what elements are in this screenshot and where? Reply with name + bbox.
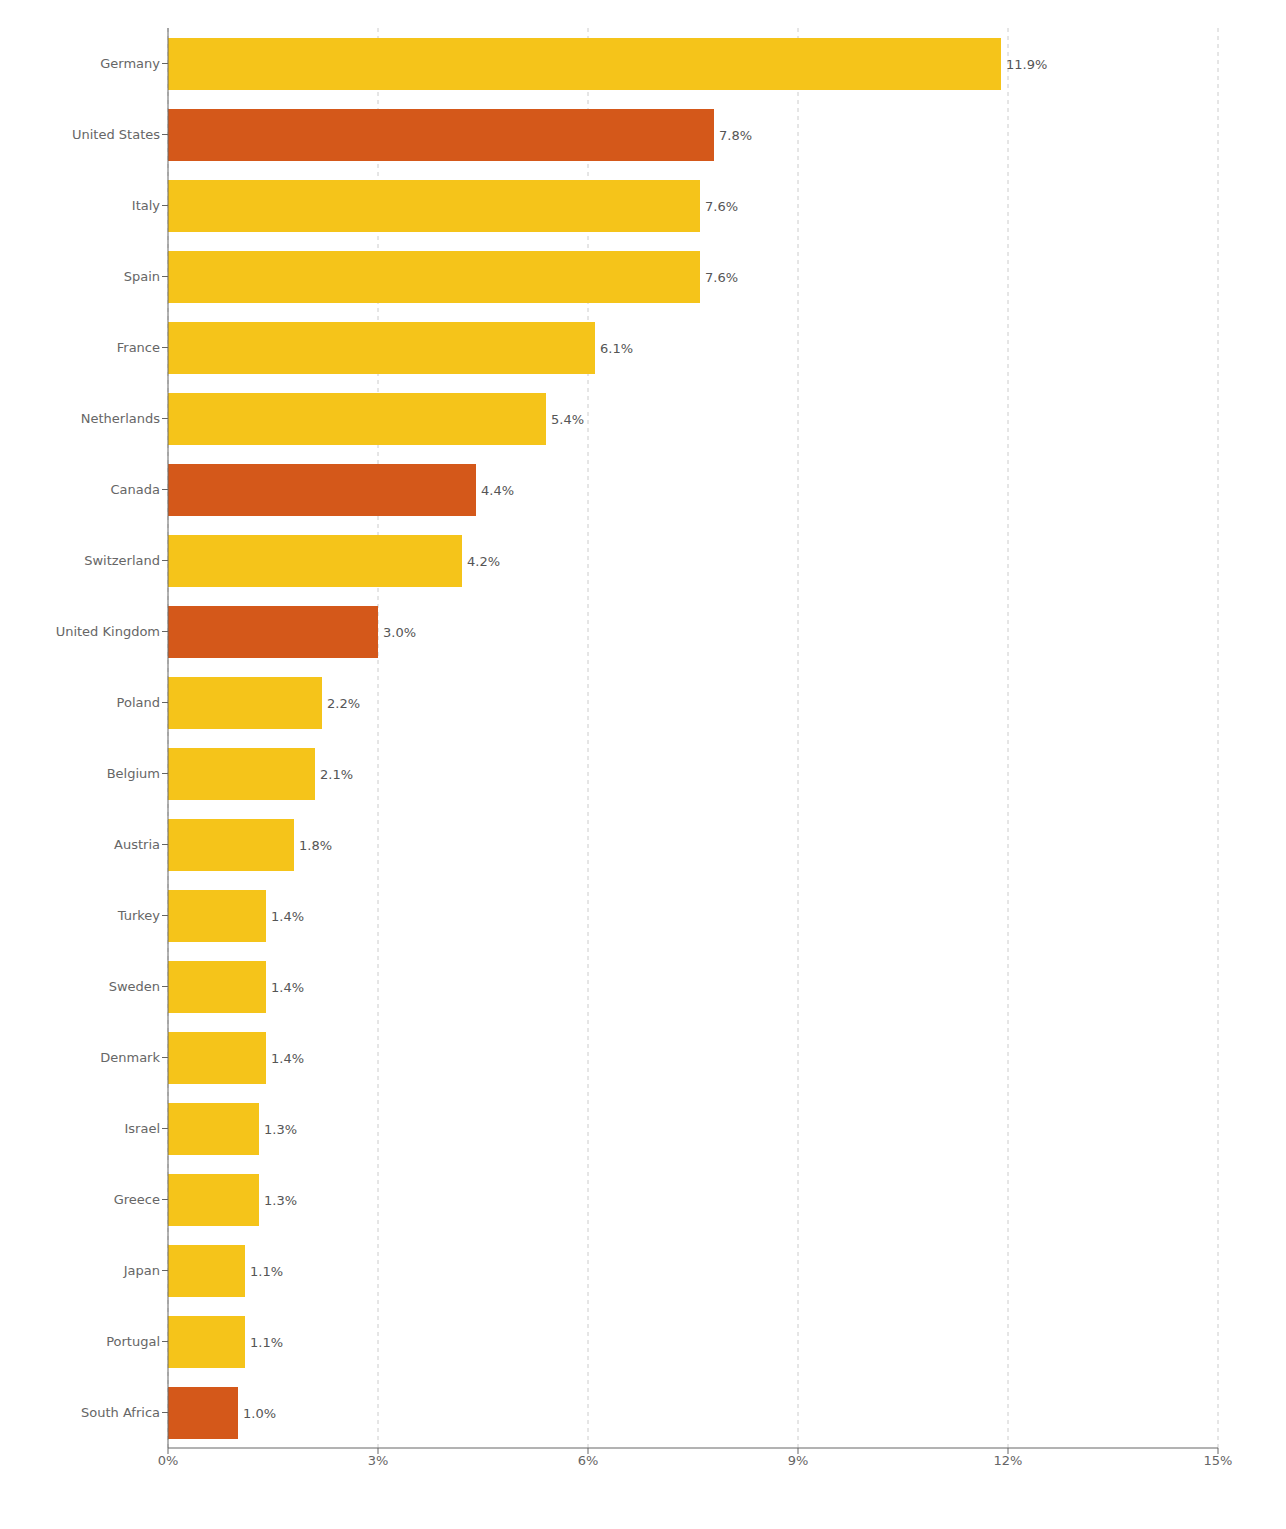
svg-text:3%: 3%	[368, 1453, 389, 1468]
svg-text:Portugal: Portugal	[106, 1334, 160, 1349]
svg-text:7.8%: 7.8%	[719, 128, 752, 143]
svg-text:6.1%: 6.1%	[600, 341, 633, 356]
svg-text:Turkey: Turkey	[117, 908, 161, 923]
svg-text:Spain: Spain	[124, 269, 160, 284]
svg-text:3.0%: 3.0%	[383, 625, 416, 640]
svg-text:1.4%: 1.4%	[271, 980, 304, 995]
svg-text:Israel: Israel	[124, 1121, 160, 1136]
svg-text:11.9%: 11.9%	[1006, 57, 1047, 72]
svg-text:Germany: Germany	[100, 56, 160, 71]
svg-text:Canada: Canada	[111, 482, 160, 497]
svg-text:1.1%: 1.1%	[250, 1264, 283, 1279]
svg-text:12%: 12%	[994, 1453, 1023, 1468]
svg-text:Japan: Japan	[123, 1263, 160, 1278]
svg-text:Austria: Austria	[114, 837, 160, 852]
svg-text:1.4%: 1.4%	[271, 909, 304, 924]
svg-text:4.4%: 4.4%	[481, 483, 514, 498]
svg-text:15%: 15%	[1204, 1453, 1233, 1468]
svg-text:Sweden: Sweden	[109, 979, 160, 994]
svg-text:1.3%: 1.3%	[264, 1193, 297, 1208]
svg-text:Belgium: Belgium	[107, 766, 160, 781]
svg-text:2.2%: 2.2%	[327, 696, 360, 711]
svg-text:1.3%: 1.3%	[264, 1122, 297, 1137]
svg-text:4.2%: 4.2%	[467, 554, 500, 569]
svg-text:6%: 6%	[578, 1453, 599, 1468]
svg-text:Netherlands: Netherlands	[81, 411, 160, 426]
svg-text:Poland: Poland	[117, 695, 160, 710]
svg-text:Greece: Greece	[114, 1192, 160, 1207]
svg-text:1.0%: 1.0%	[243, 1406, 276, 1421]
svg-text:United Kingdom: United Kingdom	[56, 624, 160, 639]
svg-text:Switzerland: Switzerland	[84, 553, 160, 568]
svg-text:1.4%: 1.4%	[271, 1051, 304, 1066]
svg-text:United States: United States	[72, 127, 160, 142]
svg-text:7.6%: 7.6%	[705, 270, 738, 285]
svg-text:7.6%: 7.6%	[705, 199, 738, 214]
svg-text:South Africa: South Africa	[81, 1405, 160, 1420]
svg-text:Denmark: Denmark	[100, 1050, 160, 1065]
svg-text:Italy: Italy	[132, 198, 161, 213]
svg-text:5.4%: 5.4%	[551, 412, 584, 427]
svg-text:9%: 9%	[788, 1453, 809, 1468]
svg-text:0%: 0%	[158, 1453, 179, 1468]
svg-text:2.1%: 2.1%	[320, 767, 353, 782]
svg-text:France: France	[117, 340, 160, 355]
svg-text:1.1%: 1.1%	[250, 1335, 283, 1350]
svg-text:1.8%: 1.8%	[299, 838, 332, 853]
